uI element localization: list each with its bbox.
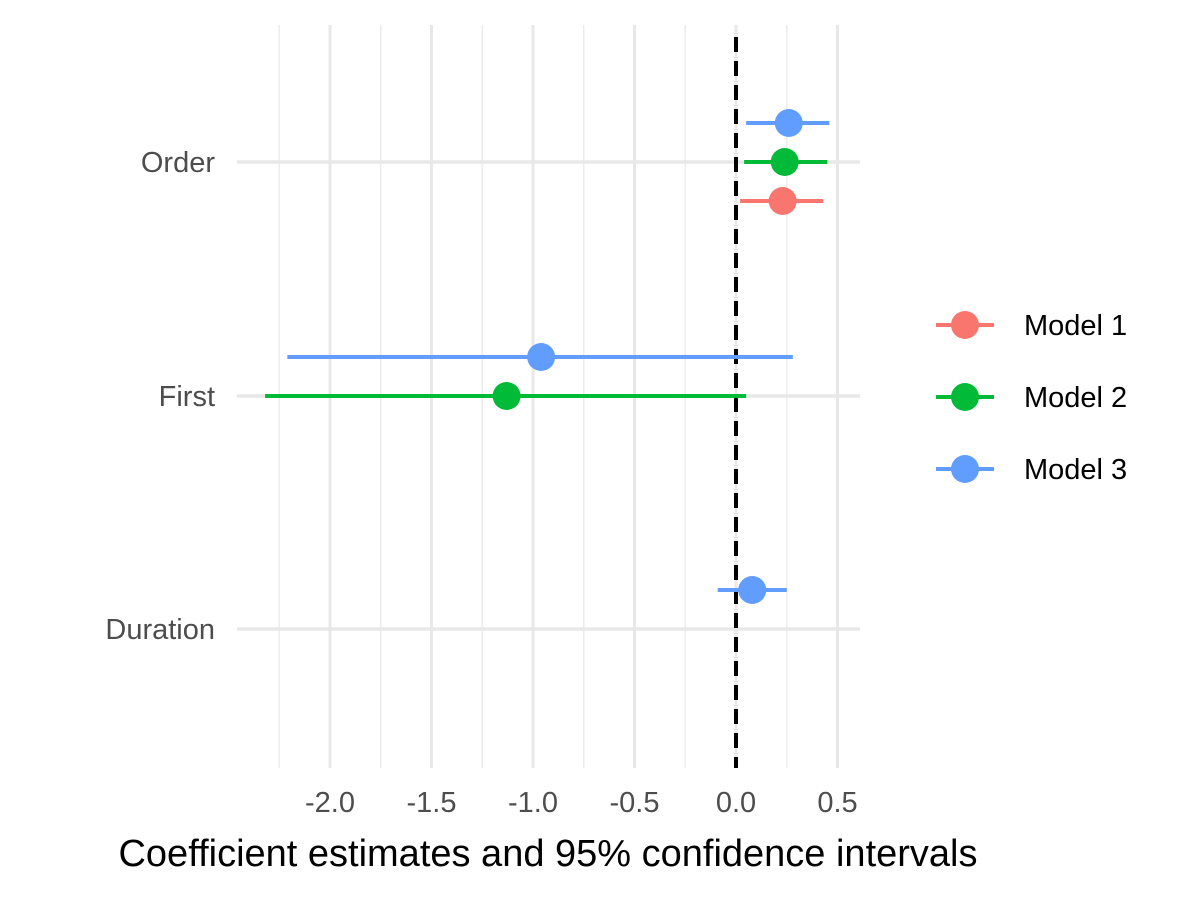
y-axis-tick-labels: Order First Duration bbox=[105, 147, 215, 646]
y-tick-label-first: First bbox=[159, 381, 215, 413]
y-tick-label-duration: Duration bbox=[105, 614, 215, 646]
point-model-1-order bbox=[768, 187, 797, 215]
legend: Model 1 Model 2 Model 3 bbox=[936, 310, 1127, 486]
x-tick-label: -2.0 bbox=[305, 787, 355, 819]
x-tick-label: -0.5 bbox=[610, 787, 660, 819]
legend-label: Model 3 bbox=[1024, 454, 1127, 486]
x-tick-label: -1.5 bbox=[407, 787, 457, 819]
point-model-2-order bbox=[770, 148, 799, 176]
x-tick-label: -1.0 bbox=[508, 787, 558, 819]
point-model-3-duration bbox=[738, 576, 767, 604]
legend-key-point bbox=[951, 455, 979, 483]
point-model-3-order bbox=[774, 109, 803, 137]
legend-item-model-3: Model 3 bbox=[936, 454, 1127, 486]
data-marks bbox=[265, 109, 830, 604]
legend-label: Model 1 bbox=[1024, 310, 1127, 342]
point-model-2-first bbox=[492, 382, 521, 410]
legend-item-model-1: Model 1 bbox=[936, 310, 1127, 342]
legend-key-point bbox=[951, 383, 979, 411]
y-tick-label-order: Order bbox=[141, 147, 215, 179]
legend-key-point bbox=[951, 311, 979, 339]
legend-label: Model 2 bbox=[1024, 382, 1127, 414]
point-model-3-first bbox=[527, 343, 556, 371]
x-axis-tick-labels: -2.0 -1.5 -1.0 -0.5 0.0 0.5 bbox=[305, 787, 858, 819]
legend-item-model-2: Model 2 bbox=[936, 382, 1127, 414]
x-tick-label: 0.0 bbox=[716, 787, 756, 819]
x-axis-title: Coefficient estimates and 95% confidence… bbox=[118, 833, 977, 875]
x-tick-label: 0.5 bbox=[817, 787, 857, 819]
